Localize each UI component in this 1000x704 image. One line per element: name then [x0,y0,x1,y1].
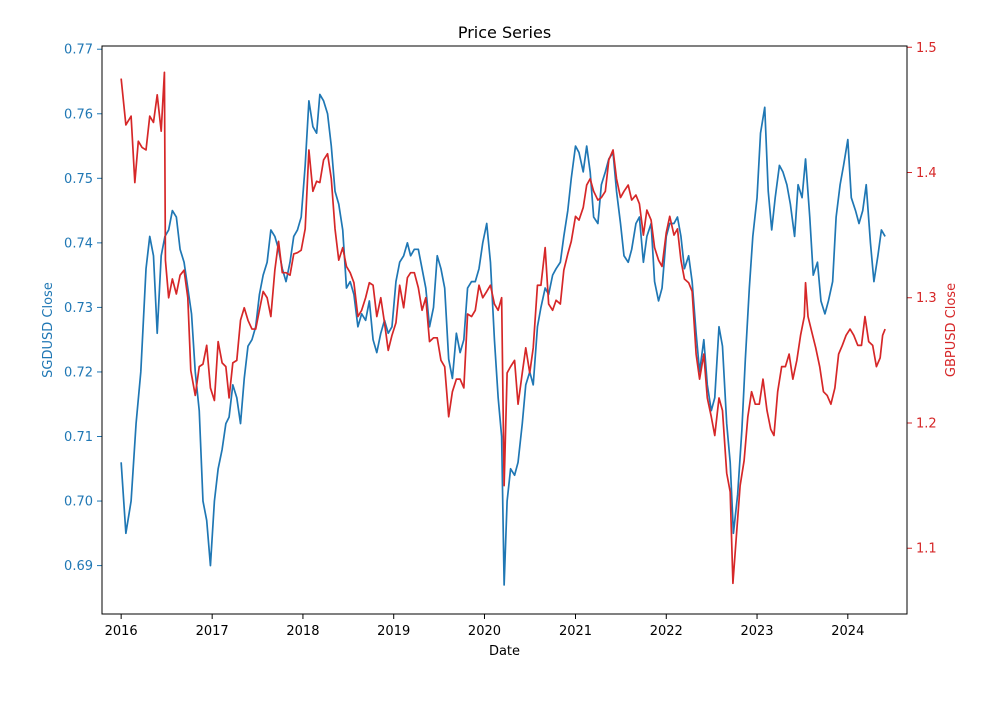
x-tick-label: 2018 [286,624,319,639]
x-tick-label: 2021 [559,624,592,639]
left-y-axis-label: SGDUSD Close [41,282,56,378]
left-y-tick-label: 0.77 [64,43,93,58]
x-tick-label: 2019 [377,624,410,639]
right-y-tick-label: 1.4 [916,166,937,181]
right-y-axis: 1.1 1.2 1.3 1.4 1.5 [907,41,937,557]
left-y-tick-label: 0.75 [64,172,93,187]
sgdusd-close-line [120,93,886,586]
left-y-tick-label: 0.76 [64,107,93,122]
plot-area [120,71,886,586]
left-y-tick-label: 0.72 [64,365,93,380]
right-y-axis-label: GBPUSD Close [944,283,959,377]
left-y-tick-label: 0.74 [64,236,93,251]
left-y-tick-label: 0.69 [64,559,93,574]
x-tick-label: 2016 [105,624,138,639]
right-y-tick-label: 1.5 [916,41,937,56]
plot-frame [101,45,908,615]
left-y-tick-label: 0.73 [64,301,93,316]
left-y-axis: 0.69 0.70 0.71 0.72 0.73 0.74 0.75 0.76 0.77 [64,43,103,614]
x-tick-label: 2022 [650,624,683,639]
x-tick-label: 2020 [468,624,501,639]
right-y-tick-label: 1.1 [916,542,937,557]
x-tick-label: 2017 [196,624,229,639]
gbpusd-close-line [120,71,886,585]
left-y-tick-label: 0.70 [64,495,93,510]
right-y-tick-label: 1.2 [916,416,937,431]
right-y-tick-label: 1.3 [916,291,937,306]
x-tick-label: 2023 [740,624,773,639]
x-axis-label: Date [489,644,520,659]
x-axis: 2016 2017 2018 2019 2020 2021 2022 2023 2024 [105,614,864,639]
left-y-tick-label: 0.71 [64,430,93,445]
x-tick-label: 2024 [831,624,864,639]
chart-title: Price Series [458,23,551,42]
